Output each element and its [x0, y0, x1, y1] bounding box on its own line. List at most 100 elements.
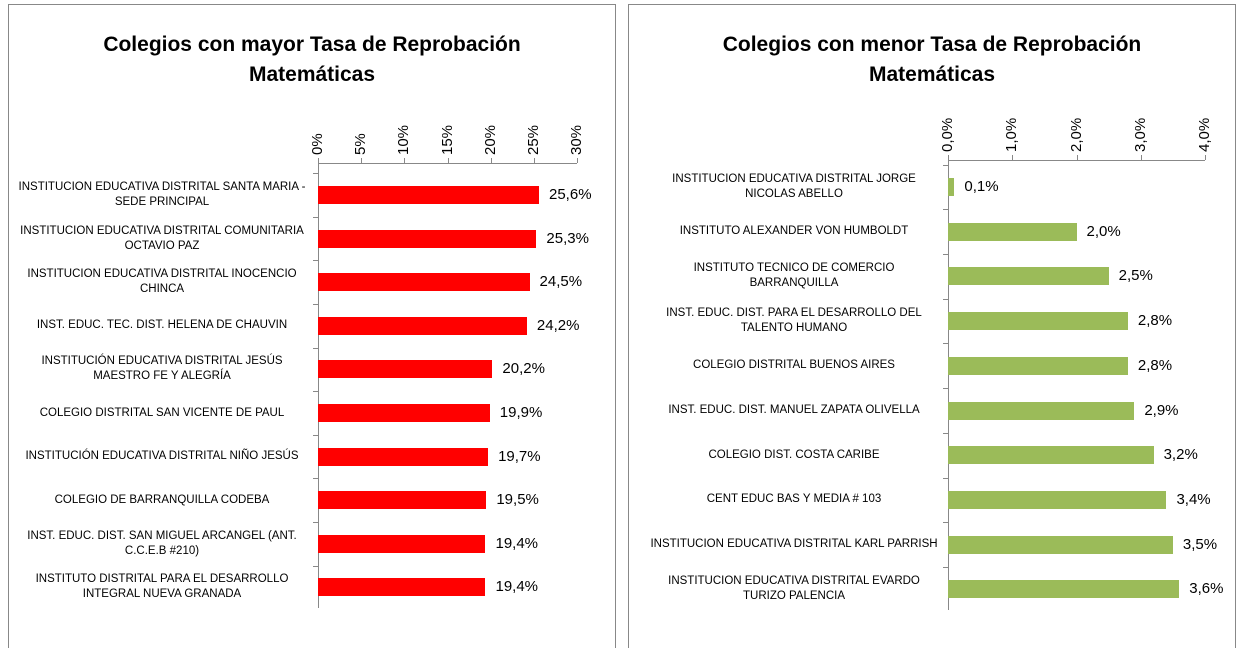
y-tick-label: COLEGIO DISTRITAL SAN VICENTE DE PAUL [39, 406, 285, 419]
bar [318, 360, 493, 379]
axis-line [948, 160, 1205, 161]
y-tick-label: CENT EDUC BAS Y MEDIA # 103 [706, 493, 882, 506]
bar [948, 178, 955, 196]
data-label: 2,0% [1086, 222, 1121, 240]
x-tick-label: 2,0% [1067, 117, 1085, 152]
tick-mark [943, 432, 948, 434]
data-label: 2,8% [1137, 312, 1173, 330]
x-tick-label: 5% [352, 133, 370, 155]
y-tick-label: INST. EDUC. DIST. SAN MIGUEL ARCANGEL (A… [27, 529, 297, 557]
data-label: 25,3% [546, 229, 589, 247]
data-label: 19,7% [498, 447, 541, 465]
data-label: 19,5% [496, 491, 539, 509]
tick-mark [943, 254, 948, 256]
y-tick-label: INSTITUTO ALEXANDER VON HUMBOLDT [679, 225, 909, 238]
tick-mark [943, 164, 948, 166]
bar [948, 490, 1167, 509]
bar [318, 447, 489, 466]
bar [948, 356, 1128, 375]
x-tick-label: 3,0% [1131, 117, 1149, 152]
bar [318, 273, 530, 292]
chart-title: Colegios con mayor Tasa de Reprobación M… [103, 33, 521, 86]
y-tick-label: INSTITUCION EDUCATIVA DISTRITAL JORGE NI… [672, 173, 916, 200]
tick-mark [313, 173, 318, 175]
bar [948, 580, 1180, 599]
tick-mark [948, 155, 949, 160]
x-tick-label: 15% [438, 124, 456, 155]
tick-mark [943, 477, 948, 479]
y-tick-label: INSTITUCION EDUCATIVA DISTRITAL INOCENCI… [27, 268, 297, 296]
tick-mark [577, 158, 578, 163]
bar [318, 229, 537, 248]
tick-mark [313, 522, 318, 523]
y-tick-label: INSTITUCION EDUCATIVA DISTRITAL COMUNITA… [20, 224, 304, 252]
y-tick-label: INST. EDUC. DIST. MANUEL ZAPATA OLIVELLA [668, 404, 920, 416]
data-label: 3,5% [1182, 535, 1218, 553]
axis-line [318, 163, 577, 164]
y-tick-label: COLEGIO DE BARRANQUILLA CODEBA [54, 493, 270, 506]
data-label: 3,2% [1163, 446, 1198, 464]
y-tick-label: INSTITUCION EDUCATIVA DISTRITAL SANTA MA… [18, 181, 306, 208]
tick-mark [318, 158, 319, 163]
bar [948, 401, 1135, 420]
bar [948, 267, 1109, 286]
tick-mark [943, 566, 948, 568]
data-label: 2,5% [1118, 267, 1153, 285]
y-tick-label: INST. EDUC. TEC. DIST. HELENA DE CHAUVIN [36, 319, 288, 332]
bar [318, 534, 486, 553]
bar [318, 186, 539, 204]
bar [948, 535, 1173, 554]
bar [318, 491, 487, 510]
tick-mark [313, 565, 318, 567]
y-tick-label: INSTITUTO DISTRITAL PARA EL DESARROLLO I… [35, 573, 289, 601]
chart-title: Colegios con menor Tasa de Reprobación M… [722, 33, 1142, 86]
tick-mark [1076, 155, 1078, 160]
data-label: 19,4% [495, 578, 539, 596]
tick-mark [404, 158, 406, 163]
y-tick-label: INSTITUTO TECNICO DE COMERCIO BARRANQUIL… [693, 262, 895, 290]
data-label: 2,8% [1137, 356, 1173, 374]
y-tick-label: INST. EDUC. DIST. PARA EL DESARROLLO DEL… [666, 307, 922, 335]
data-label: 3,6% [1189, 580, 1224, 598]
tick-mark [490, 158, 492, 163]
x-tick-label: 0,0% [939, 117, 956, 152]
tick-mark [943, 343, 948, 345]
data-label: 24,5% [539, 273, 583, 291]
x-tick-label: 20% [481, 124, 499, 155]
tick-mark [943, 298, 948, 300]
tick-mark [313, 304, 318, 305]
panel [628, 4, 1236, 648]
tick-mark [447, 158, 449, 163]
y-tick-label: INSTITUCION EDUCATIVA DISTRITAL EVARDO T… [668, 575, 920, 603]
tick-mark [533, 158, 535, 163]
tick-mark [313, 347, 318, 349]
x-tick-label: 30% [568, 124, 585, 155]
tick-mark [313, 434, 318, 436]
tick-mark [313, 216, 318, 218]
bar [318, 404, 490, 422]
y-tick-label: INSTITUCION EDUCATIVA DISTRITAL KARL PAR… [650, 538, 938, 551]
tick-mark [313, 478, 318, 480]
tick-mark [943, 388, 948, 390]
tick-mark [313, 391, 318, 393]
tick-mark [943, 522, 948, 524]
bar [948, 222, 1077, 241]
bar [948, 446, 1154, 465]
x-tick-label: 1,0% [1003, 117, 1021, 152]
x-tick-label: 0% [309, 133, 326, 155]
axis-line [318, 163, 319, 608]
y-tick-label: COLEGIO DIST. COSTA CARIBE [708, 448, 880, 461]
tick-mark [1012, 155, 1014, 160]
bar [318, 316, 527, 335]
data-label: 0,1% [964, 178, 999, 195]
tick-mark [1205, 155, 1206, 160]
data-label: 20,2% [502, 360, 545, 378]
tick-mark [1140, 155, 1142, 160]
x-tick-label: 25% [524, 124, 542, 155]
tick-mark [313, 260, 318, 262]
tick-mark [361, 158, 363, 163]
data-label: 24,2% [536, 316, 580, 334]
bar [948, 312, 1128, 331]
y-tick-label: INSTITUCIÓN EDUCATIVA DISTRITAL JESÚS MA… [41, 355, 283, 383]
